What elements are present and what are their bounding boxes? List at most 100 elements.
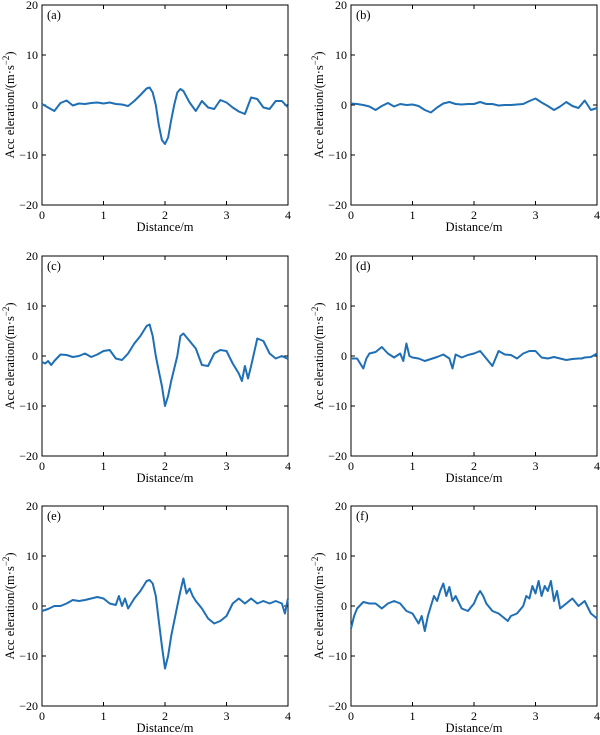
plot-frame bbox=[41, 4, 289, 206]
y-axis-label-main: Acc eleration/(m·s bbox=[3, 65, 17, 158]
series-line bbox=[41, 323, 289, 407]
y-tick-label: 20 bbox=[26, 249, 38, 263]
x-axis-label: Distance/m bbox=[446, 220, 503, 234]
y-axis-label-exp: −2 bbox=[310, 56, 320, 66]
y-tick-label: −20 bbox=[328, 449, 347, 463]
y-tick-label: 20 bbox=[26, 0, 38, 12]
y-axis-label-tail: ) bbox=[3, 302, 17, 306]
y-tick-label: −10 bbox=[19, 649, 38, 663]
panel-label: (a) bbox=[47, 8, 61, 22]
x-axis-label: Distance/m bbox=[137, 220, 194, 234]
y-tick-label: 0 bbox=[32, 98, 38, 112]
x-tick-label: 2 bbox=[162, 208, 168, 222]
y-axis-label-main: Acc eleration/(m·s bbox=[312, 316, 326, 409]
x-tick-label: 2 bbox=[471, 709, 477, 723]
x-tick-label: 0 bbox=[39, 459, 45, 473]
y-tick-label: 0 bbox=[341, 98, 347, 112]
y-axis-label-main: Acc eleration/(m·s bbox=[3, 566, 17, 659]
x-tick-label: 1 bbox=[101, 459, 107, 473]
panel-label: (e) bbox=[47, 509, 61, 523]
chart-panel-3: 0 1 2 3 4 20 10 0 −10 −20 (c) Distance/m Acc elerati… bbox=[1, 249, 291, 485]
y-axis-label-tail: ) bbox=[3, 552, 17, 556]
y-tick-label: 0 bbox=[32, 349, 38, 363]
x-tick-label: 0 bbox=[39, 709, 45, 723]
series-line bbox=[41, 577, 289, 670]
y-axis-label: Acc eleration/(m·s−2) bbox=[1, 51, 17, 158]
y-axis-label-main: Acc eleration/(m·s bbox=[312, 566, 326, 659]
panel-label: (d) bbox=[356, 259, 371, 273]
y-tick-label: 0 bbox=[32, 599, 38, 613]
x-tick-label: 1 bbox=[410, 208, 416, 222]
x-tick-label: 4 bbox=[594, 709, 600, 723]
y-tick-label: −10 bbox=[19, 148, 38, 162]
y-tick-label: 0 bbox=[341, 599, 347, 613]
y-axis-label: Acc eleration/(m·s−2) bbox=[310, 552, 326, 659]
y-tick-label: 10 bbox=[335, 549, 347, 563]
x-tick-label: 2 bbox=[471, 459, 477, 473]
x-tick-label: 2 bbox=[162, 709, 168, 723]
x-tick-label: 0 bbox=[348, 208, 354, 222]
y-tick-label: 10 bbox=[26, 48, 38, 62]
series-line bbox=[350, 580, 598, 632]
series-line bbox=[41, 86, 289, 145]
y-tick-label: 20 bbox=[335, 249, 347, 263]
y-tick-label: −20 bbox=[19, 449, 38, 463]
y-axis-label-exp: −2 bbox=[1, 307, 11, 317]
chart-panel-5: 0 1 2 3 4 20 10 0 −10 −20 (e) Distance/m Acc elerati… bbox=[1, 499, 291, 735]
panel-label: (b) bbox=[356, 8, 371, 22]
y-tick-label: −10 bbox=[328, 649, 347, 663]
y-tick-label: 0 bbox=[341, 349, 347, 363]
y-axis-label-tail: ) bbox=[312, 552, 326, 556]
chart-panel-6: 0 1 2 3 4 20 10 0 −10 −20 (f) Distance/m Acc elerati… bbox=[310, 499, 600, 735]
x-tick-label: 2 bbox=[162, 459, 168, 473]
y-tick-label: 10 bbox=[335, 48, 347, 62]
y-axis-label-exp: −2 bbox=[1, 56, 11, 66]
x-tick-label: 0 bbox=[39, 208, 45, 222]
y-tick-label: 10 bbox=[26, 299, 38, 313]
x-axis-label: Distance/m bbox=[446, 471, 503, 485]
x-tick-label: 4 bbox=[285, 459, 291, 473]
y-axis-label-tail: ) bbox=[3, 51, 17, 55]
x-tick-label: 1 bbox=[101, 208, 107, 222]
y-tick-label: −10 bbox=[328, 399, 347, 413]
x-tick-label: 3 bbox=[224, 459, 230, 473]
y-tick-label: −10 bbox=[19, 399, 38, 413]
plot-frame bbox=[41, 505, 289, 707]
x-tick-label: 3 bbox=[224, 709, 230, 723]
x-axis-label: Distance/m bbox=[137, 471, 194, 485]
y-axis-label-exp: −2 bbox=[1, 557, 11, 567]
y-tick-label: −20 bbox=[328, 198, 347, 212]
y-axis-label-exp: −2 bbox=[310, 557, 320, 567]
chart-panel-4: 0 1 2 3 4 20 10 0 −10 −20 (d) Distance/m Acc elerati… bbox=[310, 249, 600, 485]
y-axis-label: Acc eleration/(m·s−2) bbox=[310, 302, 326, 409]
y-axis-label-main: Acc eleration/(m·s bbox=[312, 65, 326, 158]
y-tick-label: −20 bbox=[19, 198, 38, 212]
y-axis-label-tail: ) bbox=[312, 51, 326, 55]
x-tick-label: 0 bbox=[348, 459, 354, 473]
x-tick-label: 3 bbox=[533, 709, 539, 723]
x-tick-label: 4 bbox=[285, 709, 291, 723]
panel-label: (f) bbox=[356, 509, 369, 523]
x-tick-label: 1 bbox=[410, 459, 416, 473]
y-axis-label: Acc eleration/(m·s−2) bbox=[310, 51, 326, 158]
x-tick-label: 1 bbox=[410, 709, 416, 723]
y-tick-label: 10 bbox=[335, 299, 347, 313]
y-tick-label: −20 bbox=[328, 699, 347, 713]
x-tick-label: 3 bbox=[533, 459, 539, 473]
chart-panel-2: 0 1 2 3 4 20 10 0 −10 −20 (b) Distance/m Acc elerati… bbox=[310, 0, 600, 234]
plot-frame bbox=[350, 255, 598, 457]
series-line bbox=[351, 342, 598, 370]
y-tick-label: 20 bbox=[335, 0, 347, 12]
y-tick-label: 20 bbox=[335, 499, 347, 513]
x-tick-label: 4 bbox=[285, 208, 291, 222]
y-tick-label: 10 bbox=[26, 549, 38, 563]
chart-panel-1: 0 1 2 3 4 20 10 0 −10 −20 (a) Distance/m Acc elerati… bbox=[1, 0, 291, 234]
y-axis-label-exp: −2 bbox=[310, 307, 320, 317]
x-tick-label: 4 bbox=[594, 459, 600, 473]
x-tick-label: 1 bbox=[101, 709, 107, 723]
x-axis-label: Distance/m bbox=[137, 721, 194, 735]
x-tick-label: 0 bbox=[348, 709, 354, 723]
y-axis-label: Acc eleration/(m·s−2) bbox=[1, 302, 17, 409]
